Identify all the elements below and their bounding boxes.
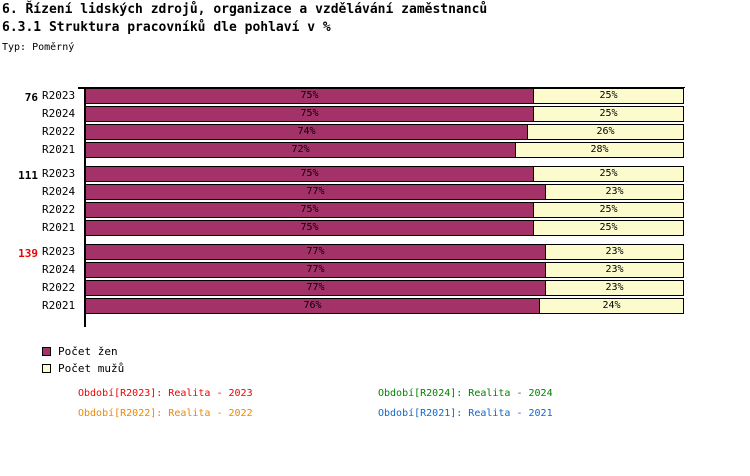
period-note: Období[R2022]: Realita - 2022 — [78, 408, 253, 419]
chart-row: R2022 74% 26% — [0, 123, 750, 141]
chart-bar-track: 75% 25% — [85, 106, 684, 122]
axis-top-tick — [78, 87, 86, 89]
chart-bar-track: 75% 25% — [85, 202, 684, 218]
chart-bar-track: 75% 25% — [85, 220, 684, 236]
chart-bar-track: 77% 23% — [85, 184, 684, 200]
chart-group-label: 76 — [24, 91, 38, 104]
chart-row-label: R2024 — [42, 263, 76, 276]
bar-segment-men[interactable]: 23% — [545, 280, 684, 296]
bar-segment-women[interactable]: 75% — [85, 220, 534, 236]
bar-segment-women[interactable]: 75% — [85, 166, 534, 182]
bar-segment-women[interactable]: 76% — [85, 298, 540, 314]
bar-segment-women[interactable]: 72% — [85, 142, 516, 158]
bar-segment-women[interactable]: 75% — [85, 88, 534, 104]
page-title-line2: 6.3.1 Struktura pracovníků dle pohlaví v… — [2, 20, 331, 35]
legend-label: Počet mužů — [58, 362, 125, 375]
legend-item[interactable]: Počet žen — [42, 343, 124, 360]
bar-segment-women[interactable]: 77% — [85, 184, 546, 200]
chart-row: R2023 75% 25% — [0, 87, 750, 105]
chart-row: R2021 75% 25% — [0, 219, 750, 237]
bar-segment-men[interactable]: 23% — [545, 262, 684, 278]
chart-row-label: R2023 — [42, 167, 76, 180]
bar-segment-men[interactable]: 23% — [545, 244, 684, 260]
bar-segment-men[interactable]: 28% — [515, 142, 684, 158]
bar-segment-women[interactable]: 74% — [85, 124, 528, 140]
chart-area: 76 R2023 75% 25% R2024 75% 25% R2022 74% 26% R2021… — [0, 84, 750, 334]
chart-bar-track: 77% 23% — [85, 262, 684, 278]
chart-type-label: Typ: Poměrný — [2, 42, 75, 53]
period-note: Období[R2024]: Realita - 2024 — [378, 388, 553, 399]
chart-row-label: R2021 — [42, 221, 76, 234]
chart-group-label: 139 — [18, 247, 38, 260]
legend-label: Počet žen — [58, 345, 118, 358]
chart-bar-track: 74% 26% — [85, 124, 684, 140]
legend-swatch-icon — [42, 364, 51, 373]
chart-row: R2022 77% 23% — [0, 279, 750, 297]
bar-segment-men[interactable]: 26% — [527, 124, 684, 140]
chart-row: R2022 75% 25% — [0, 201, 750, 219]
bar-segment-women[interactable]: 75% — [85, 106, 534, 122]
bar-segment-men[interactable]: 25% — [533, 220, 684, 236]
chart-row-label: R2023 — [42, 245, 76, 258]
chart-group-label: 111 — [18, 169, 38, 182]
bar-segment-women[interactable]: 77% — [85, 262, 546, 278]
chart-row: R2023 77% 23% — [0, 243, 750, 261]
bar-segment-women[interactable]: 77% — [85, 244, 546, 260]
page-title-line1: 6. Řízení lidských zdrojů, organizace a … — [2, 2, 488, 17]
chart-row-label: R2022 — [42, 281, 76, 294]
chart-row: R2024 77% 23% — [0, 261, 750, 279]
chart-row-label: R2021 — [42, 299, 76, 312]
chart-row-label: R2024 — [42, 107, 76, 120]
bar-segment-men[interactable]: 24% — [539, 298, 684, 314]
period-note: Období[R2023]: Realita - 2023 — [78, 388, 253, 399]
chart-bar-track: 77% 23% — [85, 244, 684, 260]
chart-bar-track: 75% 25% — [85, 166, 684, 182]
period-note: Období[R2021]: Realita - 2021 — [378, 408, 553, 419]
bar-segment-women[interactable]: 77% — [85, 280, 546, 296]
chart-row-label: R2023 — [42, 89, 76, 102]
chart-bar-track: 76% 24% — [85, 298, 684, 314]
bar-segment-men[interactable]: 25% — [533, 166, 684, 182]
bar-segment-men[interactable]: 25% — [533, 202, 684, 218]
period-notes: Období[R2023]: Realita - 2023 Období[R202… — [0, 388, 750, 438]
chart-bar-track: 72% 28% — [85, 142, 684, 158]
chart-row: R2021 72% 28% — [0, 141, 750, 159]
chart-row: R2023 75% 25% — [0, 165, 750, 183]
chart-row: R2024 75% 25% — [0, 105, 750, 123]
bar-segment-men[interactable]: 25% — [533, 88, 684, 104]
bar-segment-men[interactable]: 25% — [533, 106, 684, 122]
chart-row: R2021 76% 24% — [0, 297, 750, 315]
chart-row: R2024 77% 23% — [0, 183, 750, 201]
bar-segment-women[interactable]: 75% — [85, 202, 534, 218]
chart-row-label: R2022 — [42, 125, 76, 138]
chart-bar-track: 75% 25% — [85, 88, 684, 104]
chart-legend: Počet žen Počet mužů — [42, 343, 124, 377]
chart-row-label: R2021 — [42, 143, 76, 156]
chart-row-label: R2022 — [42, 203, 76, 216]
legend-item[interactable]: Počet mužů — [42, 360, 124, 377]
legend-swatch-icon — [42, 347, 51, 356]
bar-segment-men[interactable]: 23% — [545, 184, 684, 200]
chart-row-label: R2024 — [42, 185, 76, 198]
chart-bar-track: 77% 23% — [85, 280, 684, 296]
chart-top-rule — [84, 87, 685, 88]
